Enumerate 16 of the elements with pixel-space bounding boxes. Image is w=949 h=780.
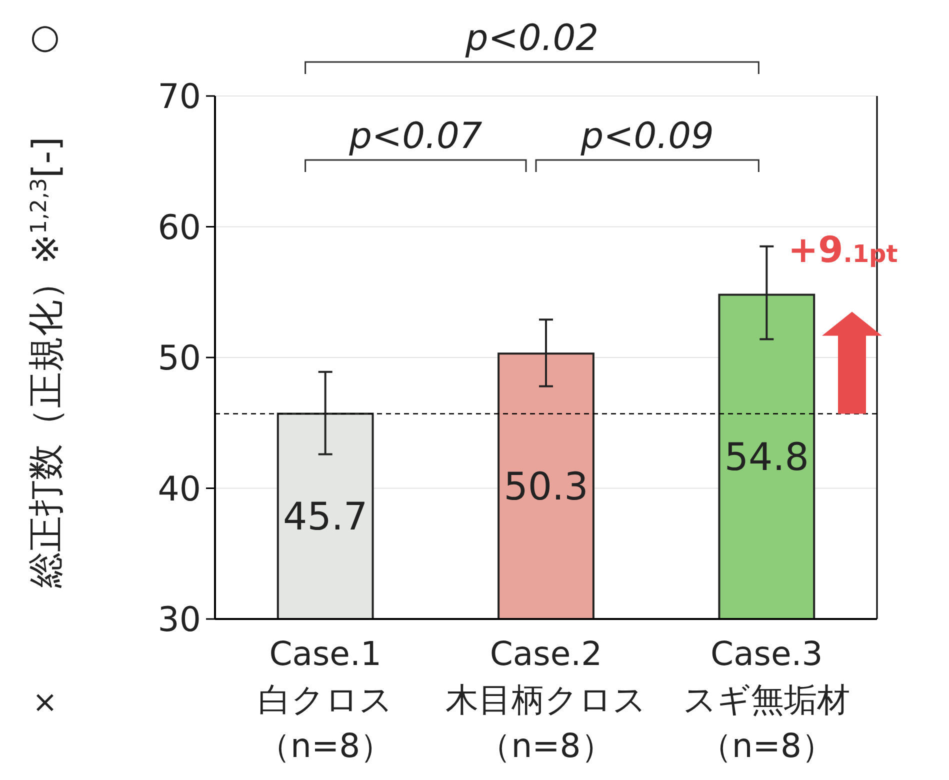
y-tick-label: 70	[158, 77, 201, 117]
text: ×	[32, 685, 58, 720]
data-label: 54.8	[724, 434, 809, 479]
y-tick-label: 40	[158, 469, 201, 510]
x-tick-label: Case.1 白クロス（n=8）	[258, 634, 394, 765]
data-label: 45.7	[283, 494, 368, 538]
x-tick-label: Case.2 木目柄クロス（n=8）	[446, 634, 646, 765]
text: p<0.02	[464, 18, 599, 59]
annotation: p<0.07	[348, 116, 482, 157]
annotation: p<0.09	[580, 116, 714, 157]
y-tick-label: 60	[158, 208, 201, 248]
y-tick-label: 50	[158, 338, 201, 378]
y-tick-label: 30	[158, 600, 201, 640]
x-tick-label: Case.3 スギ無垢材（n=8）	[683, 634, 850, 765]
data-label: 50.3	[504, 464, 588, 508]
text: ○	[30, 17, 60, 57]
